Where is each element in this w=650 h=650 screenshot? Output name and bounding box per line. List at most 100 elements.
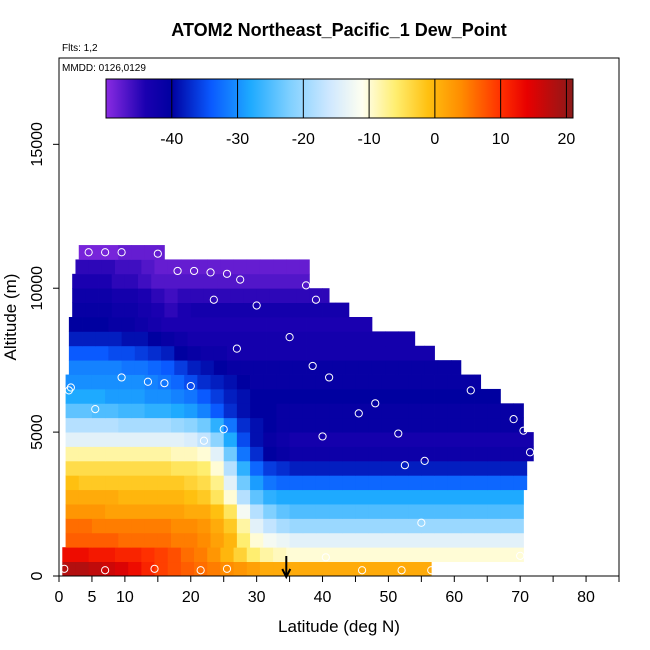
heatmap-cell <box>144 432 159 447</box>
x-tick-label: 80 <box>577 589 595 606</box>
heatmap-cell <box>289 417 304 433</box>
heatmap-cell <box>134 331 149 347</box>
y-tick-label: 5000 <box>29 414 46 450</box>
heatmap-cell <box>171 504 185 519</box>
heatmap-cell <box>368 388 383 404</box>
heatmap-cell <box>306 317 320 332</box>
heatmap-cell <box>487 446 501 462</box>
heatmap-cell <box>240 317 254 332</box>
heatmap-cell <box>144 518 159 534</box>
sample-point <box>199 436 209 445</box>
heatmap-cell <box>256 273 271 289</box>
heatmap-cell <box>144 460 159 476</box>
heatmap-cell <box>434 532 449 548</box>
heatmap-cell <box>276 388 290 404</box>
heatmap-cell <box>210 403 225 419</box>
heatmap-cell <box>118 388 132 404</box>
heatmap-cell <box>474 475 488 491</box>
heatmap-cell <box>322 288 330 304</box>
heatmap-cell <box>101 259 116 275</box>
heatmap-cell <box>171 446 185 462</box>
heatmap-cell <box>243 302 258 318</box>
heatmap-cell <box>398 331 412 347</box>
heatmap-cell <box>371 360 386 375</box>
heatmap-cell <box>121 317 136 332</box>
heatmap-cell <box>447 518 462 534</box>
sample-point <box>143 377 153 386</box>
heatmap-cell <box>138 288 152 304</box>
heatmap-cell <box>91 432 106 447</box>
heatmap-cell <box>157 475 172 491</box>
heatmap-cell <box>283 302 297 318</box>
colorbar: -40 -30 -20 -10 0 10 20 <box>105 78 575 148</box>
heatmap-cell <box>157 446 172 462</box>
heatmap-cell <box>421 432 435 447</box>
colorbar-tick-label: 10 <box>492 131 510 148</box>
heatmap-cell <box>273 547 287 563</box>
heatmap-cell <box>233 259 248 275</box>
heatmap-cell <box>105 245 119 260</box>
heatmap-cell <box>227 360 241 375</box>
heatmap-cell <box>236 489 251 505</box>
heatmap-cell <box>302 432 317 447</box>
heatmap-cell <box>434 475 449 491</box>
heatmap-cell <box>289 518 304 534</box>
heatmap-cell <box>200 345 215 361</box>
heatmap-cell <box>526 432 534 447</box>
heatmap-cell <box>223 417 238 433</box>
heatmap-cell <box>404 547 419 563</box>
y-tick-label: 0 <box>29 571 46 580</box>
heatmap-cell <box>190 288 205 304</box>
heatmap-cell <box>296 302 310 318</box>
heatmap-cell <box>302 460 317 476</box>
heatmap-cell <box>259 547 274 563</box>
heatmap-cell <box>118 532 132 548</box>
heatmap-cell <box>243 288 258 304</box>
heatmap-cell <box>437 360 452 375</box>
heatmap-cell <box>68 360 83 375</box>
heatmap-cell <box>171 532 185 548</box>
heatmap-cell <box>91 460 106 476</box>
heatmap-cell <box>197 532 211 548</box>
heatmap-cell <box>457 547 472 563</box>
heatmap-cell <box>355 374 370 390</box>
heatmap-cell <box>105 417 119 433</box>
heatmap-cell <box>368 403 383 419</box>
sample-point <box>101 566 110 575</box>
heatmap-cell <box>329 446 343 462</box>
heatmap-cell <box>105 388 119 404</box>
heatmap-cell <box>315 417 330 433</box>
sample-point <box>84 248 93 257</box>
heatmap-cell <box>180 547 195 563</box>
heatmap-cell <box>411 331 416 347</box>
heatmap-cell <box>266 331 281 347</box>
heatmap-cell <box>144 504 159 519</box>
heatmap-cell <box>355 432 370 447</box>
heatmap-cell <box>368 489 383 505</box>
heatmap-cell <box>381 489 396 505</box>
heatmap-cell <box>223 432 238 447</box>
heatmap-cell <box>203 273 218 289</box>
heatmap-cell <box>329 504 343 519</box>
heatmap-cell <box>395 446 409 462</box>
heatmap-cell <box>500 489 514 505</box>
heatmap-cell <box>329 475 343 491</box>
y-axis: 0 5000 10000 15000 <box>29 122 59 580</box>
heatmap-cell <box>335 302 350 318</box>
heatmap-cell <box>368 374 383 390</box>
sample-point <box>153 249 162 258</box>
heatmap-cell <box>78 489 93 505</box>
heatmap-cell <box>82 360 96 375</box>
heatmap-cell <box>283 288 297 304</box>
heatmap-cell <box>460 518 475 534</box>
marker-arrow-head <box>281 568 292 580</box>
heatmap-cell <box>474 388 488 404</box>
heatmap-cell <box>434 432 449 447</box>
heatmap-cell <box>68 317 83 332</box>
heatmap-cell <box>474 504 488 519</box>
heatmap-cell <box>391 547 406 563</box>
heatmap-cell <box>177 302 192 318</box>
heatmap-cell <box>85 302 99 318</box>
heatmap-cell <box>213 360 228 375</box>
heatmap-cell <box>421 489 435 505</box>
